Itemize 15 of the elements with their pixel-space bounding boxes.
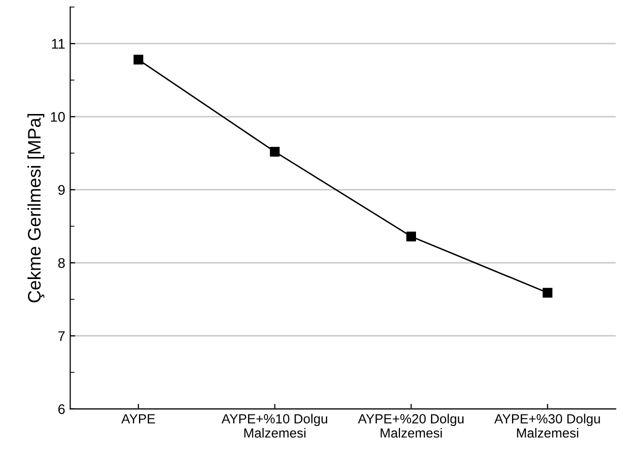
point [406,232,416,242]
y-axis-title: Çekme Gerilmesi [MPa] [27,114,44,302]
y-tick-label: 6 [58,404,65,414]
y-tick-label: 7 [58,331,65,341]
y-tick-label: 10 [50,112,65,122]
x-tick-label: AYPE+%30 Dolgu Malzemesi [494,414,600,438]
point [270,146,280,157]
x-tick-label: AYPE [121,414,155,424]
y-tick-label: 8 [58,258,65,268]
x-tick-label: AYPE+%20 Dolgu Malzemesi [358,414,464,438]
point [542,288,552,298]
point [134,54,144,65]
y-tick-label: 11 [52,39,65,49]
y-tick-label: 9 [58,185,65,195]
x-tick-label: AYPE+%10 Dolgu Malzemesi [222,414,328,438]
